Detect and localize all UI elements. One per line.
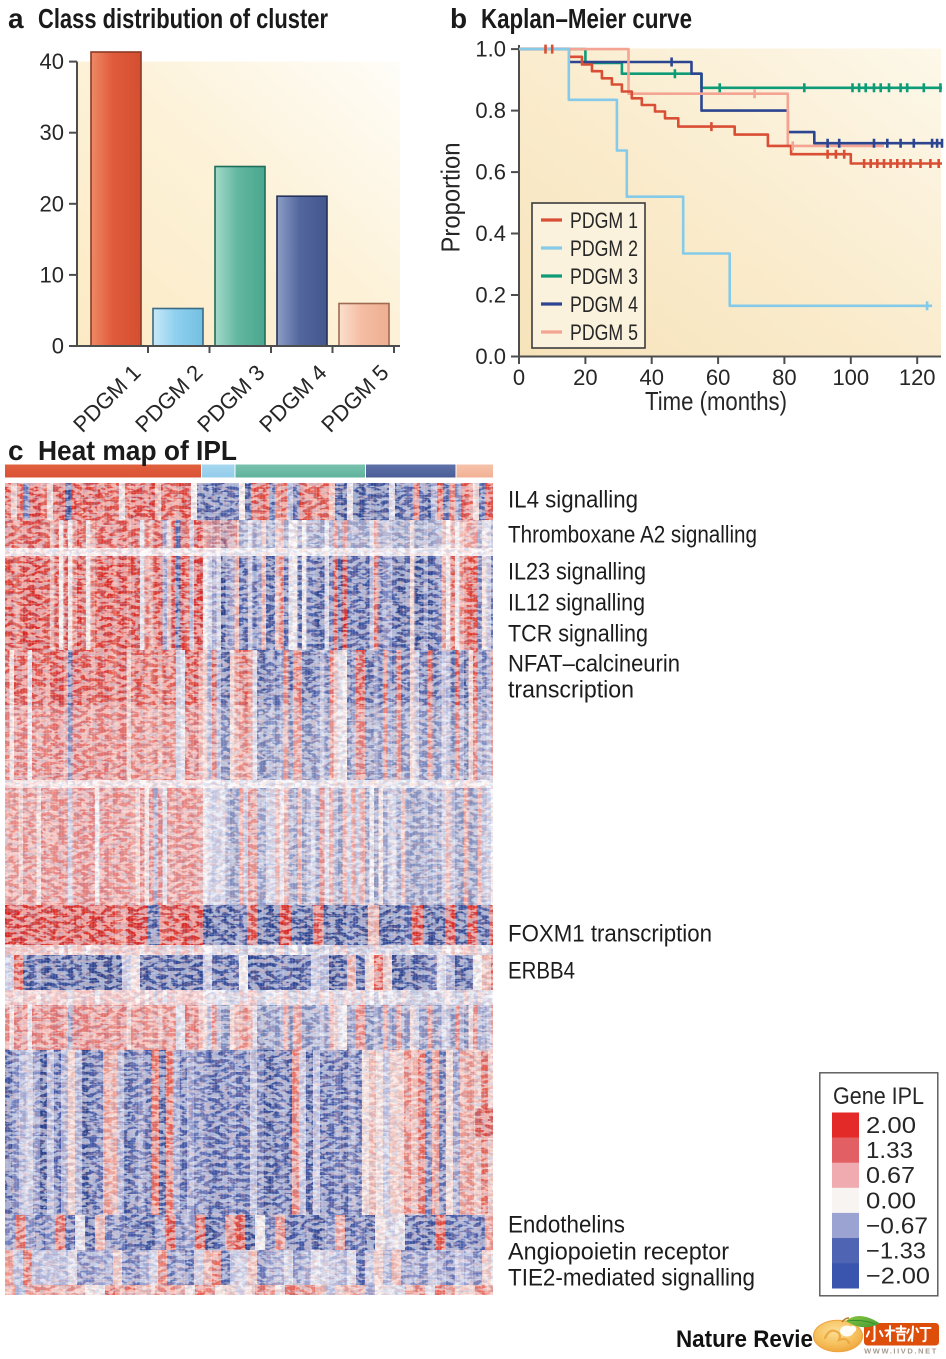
svg-text:1.0: 1.0 bbox=[475, 37, 506, 62]
svg-text:0: 0 bbox=[513, 365, 525, 390]
svg-text:PDGM 3: PDGM 3 bbox=[192, 360, 269, 437]
svg-text:30: 30 bbox=[40, 120, 64, 145]
svg-text:Kaplan–Meier curve: Kaplan–Meier curve bbox=[481, 3, 692, 34]
svg-text:Proportion: Proportion bbox=[440, 143, 466, 253]
svg-text:Angiopoietin receptor: Angiopoietin receptor bbox=[508, 1239, 729, 1266]
svg-text:0.4: 0.4 bbox=[475, 221, 506, 246]
svg-text:PDGM 1: PDGM 1 bbox=[570, 208, 638, 233]
svg-text:IL12 signalling: IL12 signalling bbox=[508, 590, 645, 617]
svg-text:60: 60 bbox=[706, 365, 730, 390]
svg-text:100: 100 bbox=[832, 365, 869, 390]
svg-text:transcription: transcription bbox=[508, 677, 634, 704]
svg-text:20: 20 bbox=[573, 365, 597, 390]
svg-text:0.00: 0.00 bbox=[866, 1187, 916, 1213]
svg-text:Nature Revie: Nature Revie bbox=[676, 1326, 813, 1353]
svg-text:PDGM 5: PDGM 5 bbox=[316, 360, 393, 437]
svg-text:40: 40 bbox=[40, 49, 64, 74]
svg-text:IL4 signalling: IL4 signalling bbox=[508, 487, 638, 514]
svg-text:120: 120 bbox=[899, 365, 936, 390]
svg-text:2.00: 2.00 bbox=[866, 1112, 916, 1138]
svg-text:0.67: 0.67 bbox=[866, 1162, 915, 1188]
svg-text:1.33: 1.33 bbox=[866, 1137, 913, 1163]
svg-text:80: 80 bbox=[772, 365, 796, 390]
svg-text:−0.67: −0.67 bbox=[866, 1212, 928, 1238]
svg-text:Endothelins: Endothelins bbox=[508, 1212, 625, 1239]
svg-text:0.2: 0.2 bbox=[475, 283, 506, 308]
svg-text:0.0: 0.0 bbox=[475, 344, 506, 369]
svg-text:Thromboxane A2 signalling: Thromboxane A2 signalling bbox=[508, 522, 757, 549]
svg-text:−2.00: −2.00 bbox=[866, 1263, 930, 1289]
svg-text:c: c bbox=[8, 435, 24, 466]
svg-text:NFAT–calcineurin: NFAT–calcineurin bbox=[508, 651, 680, 678]
svg-text:FOXM1 transcription: FOXM1 transcription bbox=[508, 921, 712, 948]
svg-text:10: 10 bbox=[40, 262, 64, 287]
svg-text:ERBB4: ERBB4 bbox=[508, 958, 575, 985]
svg-text:PDGM 1: PDGM 1 bbox=[68, 360, 145, 437]
svg-text:Heat map of IPL: Heat map of IPL bbox=[38, 435, 237, 466]
svg-text:40: 40 bbox=[639, 365, 663, 390]
svg-text:20: 20 bbox=[40, 191, 64, 216]
svg-text:Class distribution of cluster: Class distribution of cluster bbox=[38, 3, 328, 34]
svg-text:0.8: 0.8 bbox=[475, 98, 506, 123]
svg-text:PDGM 5: PDGM 5 bbox=[570, 320, 638, 345]
svg-text:a: a bbox=[8, 3, 24, 34]
svg-text:TCR signalling: TCR signalling bbox=[508, 621, 648, 648]
svg-text:b: b bbox=[450, 3, 467, 34]
svg-text:0: 0 bbox=[52, 334, 64, 359]
svg-text:PDGM 2: PDGM 2 bbox=[570, 236, 638, 261]
svg-text:PDGM 4: PDGM 4 bbox=[254, 360, 331, 437]
svg-text:PDGM 3: PDGM 3 bbox=[570, 264, 638, 289]
svg-text:PDGM 4: PDGM 4 bbox=[570, 292, 638, 317]
svg-text:PDGM 2: PDGM 2 bbox=[130, 360, 207, 437]
svg-text:WWW.IIVD.NET: WWW.IIVD.NET bbox=[864, 1347, 938, 1356]
svg-text:Gene IPL: Gene IPL bbox=[833, 1083, 924, 1110]
svg-text:IL23 signalling: IL23 signalling bbox=[508, 559, 646, 586]
svg-text:Time (months): Time (months) bbox=[645, 386, 787, 416]
svg-text:−1.33: −1.33 bbox=[866, 1238, 926, 1264]
svg-text:0.6: 0.6 bbox=[475, 160, 506, 185]
svg-text:TIE2-mediated signalling: TIE2-mediated signalling bbox=[508, 1265, 755, 1292]
